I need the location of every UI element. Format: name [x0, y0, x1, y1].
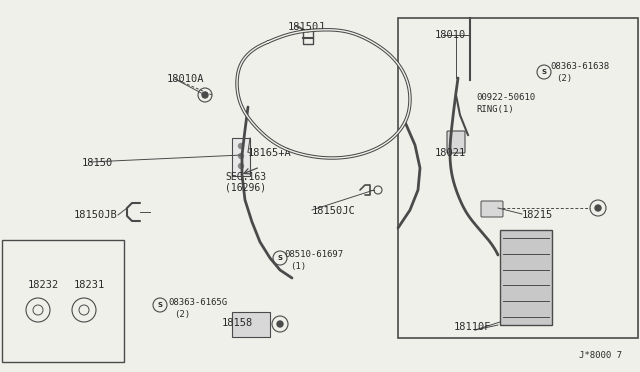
Bar	[232, 138, 250, 176]
Text: 18150JC: 18150JC	[312, 206, 356, 216]
Text: 18165+A: 18165+A	[248, 148, 292, 158]
Text: 18215: 18215	[522, 210, 553, 220]
Text: S: S	[157, 302, 163, 308]
Text: 18010A: 18010A	[167, 74, 205, 84]
Text: 08363-61638: 08363-61638	[550, 62, 609, 71]
Circle shape	[239, 154, 243, 158]
Text: (16296): (16296)	[225, 183, 266, 193]
Text: 18021: 18021	[435, 148, 467, 158]
Bar	[398, 18, 638, 338]
Bar	[232, 312, 270, 337]
Text: (2): (2)	[556, 74, 572, 83]
Text: SEC.163: SEC.163	[225, 172, 266, 182]
Text: 18150: 18150	[82, 158, 113, 168]
Circle shape	[202, 92, 208, 98]
Text: 18150JB: 18150JB	[74, 210, 118, 220]
Text: 18158: 18158	[222, 318, 253, 328]
Text: 08510-61697: 08510-61697	[284, 250, 343, 259]
Circle shape	[277, 321, 283, 327]
Circle shape	[239, 164, 243, 169]
Text: 18150J: 18150J	[288, 22, 326, 32]
Text: S: S	[278, 255, 282, 261]
Text: 18110F: 18110F	[454, 322, 492, 332]
Circle shape	[239, 144, 243, 148]
Bar	[500, 230, 552, 325]
FancyBboxPatch shape	[447, 131, 465, 153]
Text: 18010: 18010	[435, 30, 467, 40]
Text: 00922-50610: 00922-50610	[476, 93, 535, 102]
Text: 18231: 18231	[74, 280, 105, 290]
Text: J*8000 7: J*8000 7	[579, 351, 622, 360]
Text: RING(1): RING(1)	[476, 105, 514, 114]
Circle shape	[595, 205, 601, 211]
Text: (1): (1)	[290, 262, 306, 271]
Text: 08363-6165G: 08363-6165G	[168, 298, 227, 307]
FancyBboxPatch shape	[481, 201, 503, 217]
Text: 18232: 18232	[28, 280, 60, 290]
Text: (2): (2)	[174, 310, 190, 319]
Text: S: S	[541, 69, 547, 75]
Bar	[2, 240, 124, 362]
